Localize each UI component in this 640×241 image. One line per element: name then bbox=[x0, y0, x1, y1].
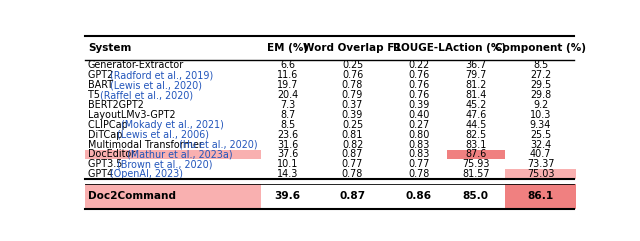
Text: 0.22: 0.22 bbox=[408, 60, 429, 70]
Text: 10.1: 10.1 bbox=[277, 159, 298, 169]
Text: 0.76: 0.76 bbox=[408, 70, 429, 80]
Text: (OpenAI, 2023): (OpenAI, 2023) bbox=[110, 169, 183, 179]
Text: 0.77: 0.77 bbox=[342, 159, 364, 169]
Text: LayoutLMv3-GPT2: LayoutLMv3-GPT2 bbox=[88, 110, 175, 120]
Text: ROUGE-L: ROUGE-L bbox=[393, 43, 445, 54]
Text: 10.3: 10.3 bbox=[530, 110, 551, 120]
Bar bbox=[447, 149, 505, 160]
Text: EM (%): EM (%) bbox=[267, 43, 308, 54]
Text: 0.40: 0.40 bbox=[408, 110, 429, 120]
Text: 81.4: 81.4 bbox=[465, 90, 486, 100]
Text: 9.2: 9.2 bbox=[533, 100, 548, 110]
Text: 20.4: 20.4 bbox=[277, 90, 298, 100]
Text: Word Overlap F1: Word Overlap F1 bbox=[303, 43, 402, 54]
Text: 82.5: 82.5 bbox=[465, 130, 486, 140]
Text: 8.5: 8.5 bbox=[533, 60, 548, 70]
Text: (Brown et al., 2020): (Brown et al., 2020) bbox=[117, 159, 212, 169]
Text: (Hu et al., 2020): (Hu et al., 2020) bbox=[179, 140, 258, 150]
Text: 0.83: 0.83 bbox=[408, 149, 429, 160]
Text: 36.7: 36.7 bbox=[465, 60, 486, 70]
Text: Multimodal Transformer: Multimodal Transformer bbox=[88, 140, 206, 150]
Text: 7.3: 7.3 bbox=[280, 100, 295, 110]
Text: 0.39: 0.39 bbox=[342, 110, 364, 120]
Text: 8.5: 8.5 bbox=[280, 120, 295, 130]
Text: System: System bbox=[88, 43, 131, 54]
Text: 44.5: 44.5 bbox=[465, 120, 486, 130]
Text: 0.80: 0.80 bbox=[408, 130, 429, 140]
Text: 0.87: 0.87 bbox=[339, 191, 365, 201]
Text: 0.78: 0.78 bbox=[342, 169, 364, 179]
Text: 0.87: 0.87 bbox=[342, 149, 364, 160]
Text: 27.2: 27.2 bbox=[530, 70, 551, 80]
Text: (Lewis et al., 2006): (Lewis et al., 2006) bbox=[117, 130, 209, 140]
Text: (Raffel et al., 2020): (Raffel et al., 2020) bbox=[100, 90, 193, 100]
Text: 32.4: 32.4 bbox=[530, 140, 551, 150]
Text: 9.34: 9.34 bbox=[530, 120, 551, 130]
Text: T5: T5 bbox=[88, 90, 103, 100]
Text: 0.83: 0.83 bbox=[408, 140, 429, 150]
Text: 75.03: 75.03 bbox=[527, 169, 554, 179]
Text: 0.39: 0.39 bbox=[408, 100, 429, 110]
Text: DiTCap: DiTCap bbox=[88, 130, 125, 140]
Text: 0.25: 0.25 bbox=[342, 60, 363, 70]
Text: 14.3: 14.3 bbox=[277, 169, 298, 179]
Text: 47.6: 47.6 bbox=[465, 110, 486, 120]
Text: 31.6: 31.6 bbox=[277, 140, 298, 150]
Text: 79.7: 79.7 bbox=[465, 70, 486, 80]
Text: 0.76: 0.76 bbox=[408, 90, 429, 100]
Text: 37.6: 37.6 bbox=[277, 149, 298, 160]
Text: 25.5: 25.5 bbox=[530, 130, 551, 140]
Text: 0.37: 0.37 bbox=[342, 100, 364, 110]
Text: (Mokady et al., 2021): (Mokady et al., 2021) bbox=[121, 120, 224, 130]
Text: 39.6: 39.6 bbox=[275, 191, 301, 201]
Text: 83.1: 83.1 bbox=[465, 140, 486, 150]
Text: 85.0: 85.0 bbox=[463, 191, 489, 201]
Text: 45.2: 45.2 bbox=[465, 100, 486, 110]
Text: 0.82: 0.82 bbox=[342, 140, 363, 150]
Text: 81.57: 81.57 bbox=[462, 169, 490, 179]
Text: 40.7: 40.7 bbox=[530, 149, 551, 160]
Text: 0.77: 0.77 bbox=[408, 159, 429, 169]
Text: BART: BART bbox=[88, 80, 116, 90]
Text: 23.6: 23.6 bbox=[277, 130, 298, 140]
Text: 87.6: 87.6 bbox=[465, 149, 486, 160]
Text: (Lewis et al., 2020): (Lewis et al., 2020) bbox=[109, 80, 202, 90]
Bar bbox=[85, 149, 261, 160]
Text: 86.1: 86.1 bbox=[527, 191, 554, 201]
Text: 81.2: 81.2 bbox=[465, 80, 486, 90]
Text: 0.86: 0.86 bbox=[406, 191, 432, 201]
Bar bbox=[505, 169, 576, 179]
Text: 0.78: 0.78 bbox=[408, 169, 429, 179]
Text: (Mathur et al., 2023a): (Mathur et al., 2023a) bbox=[127, 149, 232, 160]
Text: Action (%): Action (%) bbox=[445, 43, 506, 54]
Text: GPT2: GPT2 bbox=[88, 70, 116, 80]
Text: 0.81: 0.81 bbox=[342, 130, 364, 140]
Text: 75.93: 75.93 bbox=[462, 159, 490, 169]
Bar bbox=[85, 184, 261, 209]
Text: BERT2GPT2: BERT2GPT2 bbox=[88, 100, 144, 110]
Text: 0.27: 0.27 bbox=[408, 120, 429, 130]
Text: Generator-Extractor: Generator-Extractor bbox=[88, 60, 184, 70]
Text: 29.8: 29.8 bbox=[530, 90, 551, 100]
Bar bbox=[505, 184, 576, 209]
Text: GPT4: GPT4 bbox=[88, 169, 116, 179]
Text: 0.79: 0.79 bbox=[342, 90, 364, 100]
Text: 0.78: 0.78 bbox=[342, 80, 364, 90]
Text: 0.76: 0.76 bbox=[342, 70, 363, 80]
Text: Component (%): Component (%) bbox=[495, 43, 586, 54]
Text: 11.6: 11.6 bbox=[277, 70, 298, 80]
Text: DocEditor: DocEditor bbox=[88, 149, 138, 160]
Text: CLIPCap: CLIPCap bbox=[88, 120, 131, 130]
Text: 8.7: 8.7 bbox=[280, 110, 295, 120]
Text: 0.76: 0.76 bbox=[408, 80, 429, 90]
Text: 73.37: 73.37 bbox=[527, 159, 554, 169]
Text: 29.5: 29.5 bbox=[530, 80, 551, 90]
Text: Doc2Command: Doc2Command bbox=[88, 191, 176, 201]
Text: 6.6: 6.6 bbox=[280, 60, 295, 70]
Text: 19.7: 19.7 bbox=[277, 80, 298, 90]
Text: GPT3.5: GPT3.5 bbox=[88, 159, 125, 169]
Text: (Radford et al., 2019): (Radford et al., 2019) bbox=[109, 70, 213, 80]
Text: 0.25: 0.25 bbox=[342, 120, 363, 130]
